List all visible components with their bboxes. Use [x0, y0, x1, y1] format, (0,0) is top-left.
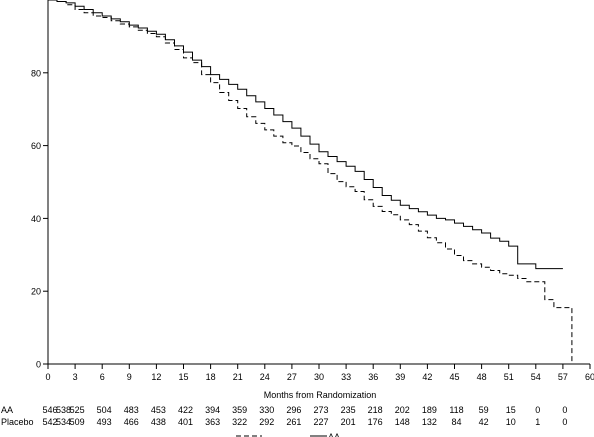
legend-aa-label: AA: [328, 432, 340, 437]
risk-value: 401: [178, 417, 193, 427]
series-line-placebo: [48, 0, 573, 364]
x-tick-label: 24: [260, 372, 270, 382]
risk-value: 273: [313, 405, 328, 415]
risk-value: 422: [178, 405, 193, 415]
risk-value: 363: [205, 417, 220, 427]
y-tick-label: 0: [36, 360, 41, 370]
risk-value: 296: [286, 405, 301, 415]
risk-value: 0: [535, 405, 540, 415]
x-tick-label: 57: [558, 372, 568, 382]
x-axis: 0 3 6 9 12 15 18 21 24 27 30 33 36 39 42 45 48 51 54 57 60: [45, 363, 594, 382]
plot-area: [48, 0, 573, 364]
x-tick-label: 0: [45, 372, 50, 382]
risk-value: 15: [506, 405, 516, 415]
y-tick-label: 60: [31, 141, 41, 151]
y-tick-label: 20: [31, 287, 41, 297]
risk-value: 202: [395, 405, 410, 415]
risk-value: 235: [341, 405, 356, 415]
risk-value: 330: [259, 405, 274, 415]
risk-value: 42: [479, 417, 489, 427]
risk-value: 538: [56, 405, 71, 415]
risk-value: 453: [151, 405, 166, 415]
risk-value: 359: [232, 405, 247, 415]
x-tick-label: 48: [477, 372, 487, 382]
x-tick-label: 51: [504, 372, 514, 382]
risk-value: 176: [368, 417, 383, 427]
risk-row-label: AA: [1, 405, 13, 415]
series-line-aa: [48, 0, 563, 270]
risk-value: 504: [97, 405, 112, 415]
x-tick-label: 18: [206, 372, 216, 382]
x-tick-label: 27: [287, 372, 297, 382]
x-tick-label: 39: [395, 372, 405, 382]
risk-value: 59: [479, 405, 489, 415]
risk-value: 118: [449, 405, 463, 415]
risk-value: 132: [422, 417, 437, 427]
risk-value: 546: [42, 405, 57, 415]
x-tick-label: 33: [341, 372, 351, 382]
risk-value: 148: [395, 417, 410, 427]
y-axis: 0 20 40 60 80: [31, 0, 49, 370]
risk-value: 438: [151, 417, 166, 427]
x-tick-label: 3: [73, 372, 78, 382]
x-tick-label: 21: [233, 372, 243, 382]
risk-value: 493: [97, 417, 112, 427]
y-tick-label: 80: [31, 68, 41, 78]
risk-value: 394: [205, 405, 220, 415]
x-tick-label: 60: [585, 372, 594, 382]
x-axis-title: Months from Randomization: [264, 390, 377, 400]
risk-value: 201: [341, 417, 356, 427]
x-tick-label: 30: [314, 372, 324, 382]
risk-value: 525: [70, 405, 85, 415]
risk-value: 227: [313, 417, 328, 427]
x-tick-label: 9: [127, 372, 132, 382]
risk-value: 0: [562, 405, 567, 415]
x-tick-label: 15: [178, 372, 188, 382]
x-tick-label: 6: [100, 372, 105, 382]
x-tick-label: 12: [151, 372, 161, 382]
risk-value: 0: [562, 417, 567, 427]
legend: AA: [236, 432, 340, 437]
risk-value: 1: [535, 417, 540, 427]
risk-value: 261: [286, 417, 301, 427]
risk-row-label: Placebo: [1, 417, 34, 427]
risk-value: 292: [259, 417, 274, 427]
risk-value: 10: [506, 417, 516, 427]
x-tick-label: 54: [531, 372, 541, 382]
risk-value: 483: [124, 405, 139, 415]
risk-value: 534: [56, 417, 71, 427]
risk-value: 466: [124, 417, 139, 427]
x-tick-label: 42: [422, 372, 432, 382]
x-tick-label: 45: [449, 372, 459, 382]
risk-value: 218: [368, 405, 383, 415]
risk-value: 189: [422, 405, 437, 415]
y-tick-label: 40: [31, 214, 41, 224]
x-tick-label: 36: [368, 372, 378, 382]
risk-value: 542: [42, 417, 57, 427]
risk-value: 322: [232, 417, 247, 427]
risk-value: 509: [70, 417, 85, 427]
risk-value: 84: [451, 417, 461, 427]
